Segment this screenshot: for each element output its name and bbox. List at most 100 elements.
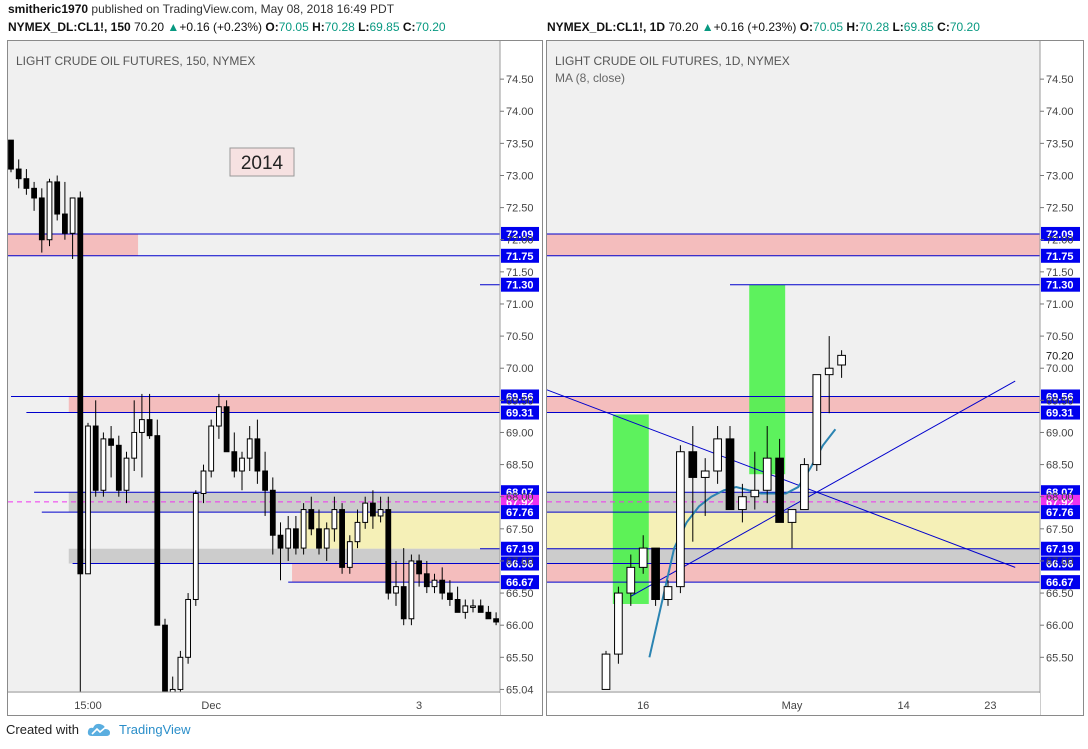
level-tag-text-72.09: 72.09 (1046, 229, 1074, 241)
candle-body-33 (262, 470, 268, 491)
candle-body-24 (192, 492, 199, 600)
candle-body-43 (339, 509, 345, 568)
y-tick-label-14: 67.50 (506, 524, 534, 536)
right-quote-line: NYMEX_DL:CL1!, 1D 70.20 ▲+0.16 (+0.23%) … (547, 20, 980, 34)
candle-body-20 (162, 624, 168, 693)
level-tag-text-66.67: 66.67 (1046, 577, 1074, 589)
candle-body-62 (485, 611, 492, 620)
y-tick-label-5: 72.00 (1046, 235, 1074, 247)
x-tick-label-0: 16 (637, 700, 649, 712)
candle-body-13 (108, 438, 114, 446)
zone-red-1 (547, 396, 1040, 413)
candle-body-30 (239, 457, 245, 472)
left-open: 70.05 (278, 20, 309, 34)
author-name[interactable]: smitheric1970 (8, 2, 89, 16)
candle-body-46 (362, 502, 369, 523)
y-tick-label-15: 67.00 (1046, 556, 1074, 568)
left-chart-svg[interactable]: 72.0971.7571.3069.5669.3168.0767.9267.76… (8, 41, 542, 715)
candle-body-6 (676, 451, 685, 588)
level-tag-69.56 (1041, 389, 1080, 404)
candle-body-1 (15, 168, 22, 180)
candle-body-22 (177, 656, 184, 690)
right-chart-panel[interactable]: 72.09 71.75 71.30 69.56 69.31 68.07 67.92 67.76… (546, 40, 1084, 716)
trendline-1 (630, 380, 1016, 597)
left-ticker[interactable]: NYMEX_DL:CL1!, 150 (8, 20, 131, 34)
last-price-label: 70.20 (1046, 350, 1074, 362)
x-tick-label-2: 14 (897, 700, 909, 712)
x-tick-label-2: 3 (416, 700, 422, 712)
candle-body-41 (323, 528, 330, 549)
candle-body-10 (725, 438, 735, 511)
tradingview-cloud-icon (87, 723, 110, 736)
candle-body-11 (92, 425, 99, 491)
level-tag-69.56 (501, 389, 539, 404)
publisher-line: smitheric1970 published on TradingView.c… (8, 2, 394, 16)
y-tick-label-12: 68.50 (1046, 460, 1074, 472)
candle-body-4 (651, 547, 660, 600)
level-tag-text-71.75: 71.75 (506, 251, 534, 263)
y-tick-label-7: 71.00 (1046, 299, 1074, 311)
candle-body-27 (216, 406, 222, 427)
y-tick-label-16: 66.50 (506, 588, 534, 600)
y-tick-label-2: 73.50 (1046, 138, 1074, 150)
y-tick-label-7: 71.00 (506, 299, 534, 311)
x-tick-label-3: 23 (984, 700, 996, 712)
level-tag-67.76 (1041, 505, 1080, 520)
y-tick-label-8: 70.50 (506, 331, 534, 343)
y-tick-label-9: 70.00 (506, 363, 534, 375)
candle-body-40 (316, 528, 322, 549)
zone-gray-4 (68, 548, 500, 564)
right-high: 70.28 (859, 20, 890, 34)
y-tick-label-1: 74.00 (506, 106, 534, 118)
candle-body-18 (824, 367, 834, 376)
y-tick-label-5: 72.00 (506, 235, 534, 247)
up-arrow-icon: ▲ (701, 20, 714, 34)
level-tag-text-71.30: 71.30 (506, 280, 534, 292)
candle-body-9 (77, 197, 84, 575)
level-tag-text-67.76: 67.76 (506, 507, 534, 519)
annotation-box (229, 147, 295, 177)
published-text: published on TradingView.com, May 08, 20… (91, 2, 395, 16)
candle-body-31 (246, 438, 253, 459)
right-ticker[interactable]: NYMEX_DL:CL1!, 1D (547, 20, 666, 34)
indicator-label: MA (8, close) (555, 71, 625, 85)
right-low: 69.85 (903, 20, 934, 34)
candle-body-12 (750, 489, 760, 498)
candle-body-17 (812, 374, 822, 466)
candle-body-15 (123, 457, 130, 491)
x-tick-label-1: Dec (201, 700, 221, 712)
candle-body-17 (139, 419, 145, 433)
candle-body-28 (223, 406, 230, 453)
candle-body-23 (185, 598, 191, 658)
candle-body-58 (454, 598, 461, 613)
tradingview-brand[interactable]: TradingView (118, 722, 191, 737)
candle-body-34 (269, 489, 276, 536)
chart-title: LIGHT CRUDE OIL FUTURES, 150, NYMEX (16, 54, 255, 68)
y-tick-label-3: 73.00 (506, 170, 534, 182)
level-tag-71.30 (1041, 277, 1080, 292)
candle-body-29 (231, 451, 238, 472)
zone-gray-4 (547, 548, 1040, 564)
candle-body-35 (277, 534, 284, 549)
candle-body-49 (385, 509, 392, 594)
zone-red-0 (547, 233, 1040, 256)
left-chart-panel[interactable]: 72.09 71.75 71.30 69.56 69.31 68.07 67.92 67.76… (7, 40, 543, 716)
candle-body-16 (800, 464, 809, 511)
y-tick-label-19: 65.04 (506, 684, 534, 696)
time-axis-background (8, 693, 500, 715)
y-tick-label-10: 69.50 (1046, 395, 1074, 407)
y-tick-label-0: 74.50 (1046, 74, 1074, 86)
candle-body-11 (738, 496, 747, 511)
level-tag-text-66.96: 66.96 (506, 559, 534, 571)
level-tag-text-69.56: 69.56 (1046, 391, 1074, 403)
candle-body-12 (100, 438, 107, 491)
chart-title: LIGHT CRUDE OIL FUTURES, 1D, NYMEX (555, 54, 790, 68)
y-tick-label-18: 65.50 (1046, 652, 1074, 664)
right-change: +0.16 (+0.23%) (713, 20, 797, 34)
candle-body-63 (493, 618, 499, 623)
right-chart-svg[interactable]: 72.0971.7571.3069.5669.3168.0767.9267.76… (547, 41, 1083, 715)
y-tick-label-18: 65.50 (506, 652, 534, 664)
level-tag-text-66.67: 66.67 (506, 577, 534, 589)
level-tag-71.75 (501, 248, 539, 263)
candle-body-19 (154, 435, 161, 626)
